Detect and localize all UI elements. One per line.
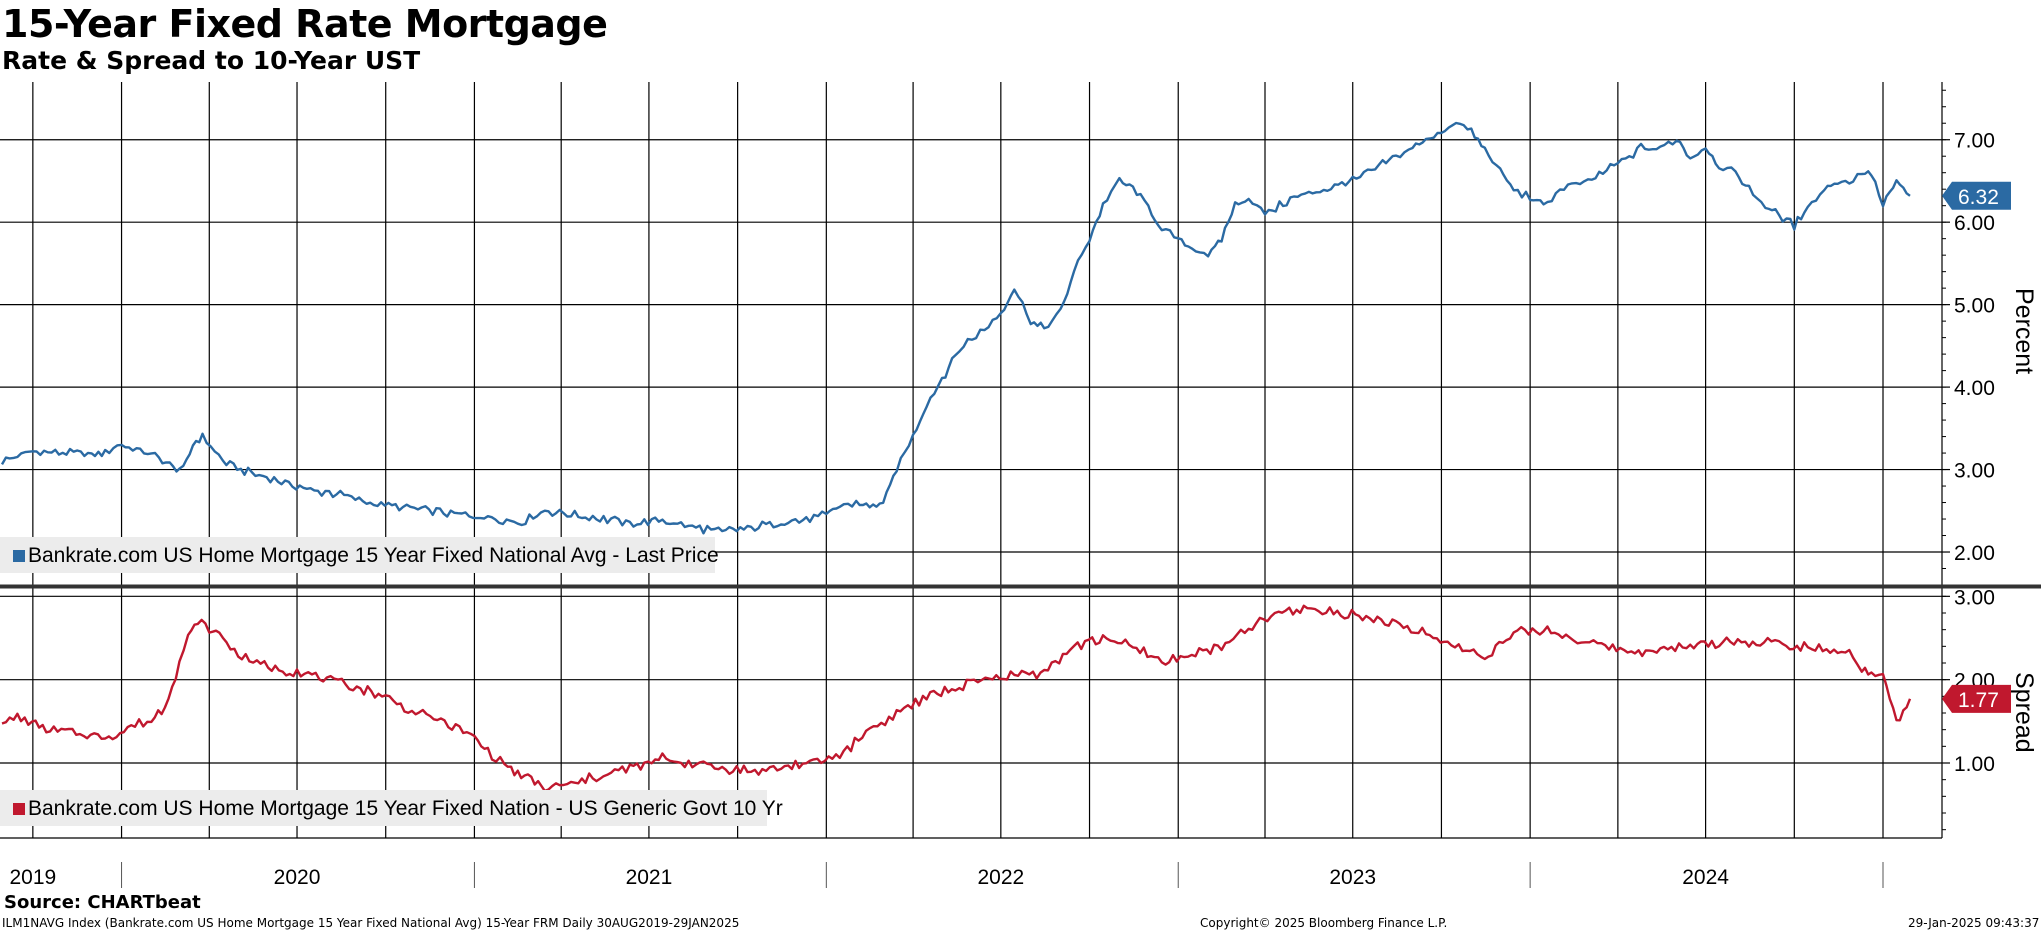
- y-tick-label: 1.00: [1954, 753, 1995, 776]
- x-tick-label: 2023: [1329, 866, 1376, 889]
- y-tick-label: 2.00: [1954, 542, 1995, 565]
- y-tick-label: 3.00: [1954, 586, 1995, 609]
- y-tick-label: 3.00: [1954, 460, 1995, 483]
- legend-box: [0, 790, 767, 826]
- footer-timestamp: 29-Jan-2025 09:43:37: [1908, 916, 2040, 930]
- x-tick-label: 2021: [626, 866, 673, 889]
- footer-index-info: ILM1NAVG Index (Bankrate.com US Home Mor…: [2, 916, 740, 930]
- legend-swatch: [13, 803, 25, 815]
- x-tick-label: 2022: [977, 866, 1024, 889]
- chart-subtitle: Rate & Spread to 10-Year UST: [2, 46, 421, 75]
- y-tick-label: 5.00: [1954, 295, 1995, 318]
- chart-title: 15-Year Fixed Rate Mortgage: [2, 2, 608, 46]
- legend-box: [0, 537, 715, 573]
- grid-layer: [0, 82, 1950, 838]
- series-layer: [0, 121, 1912, 793]
- y-axis-label-percent: Percent: [2010, 288, 2038, 374]
- series-line-mortgage-rate: [0, 121, 1911, 535]
- y-tick-labels: 2.003.004.005.006.007.001.002.003.00: [1954, 130, 1995, 776]
- legend-label: Bankrate.com US Home Mortgage 15 Year Fi…: [28, 544, 719, 567]
- last-value-layer: 6.32 1.77: [1942, 181, 2011, 713]
- x-tick-labels: 2019 2020 2021 2022 2023 2024: [9, 862, 1884, 889]
- y-tick-label: 7.00: [1954, 130, 1995, 153]
- source-note: Source: CHARTbeat: [4, 892, 201, 913]
- x-tick-label: 2024: [1682, 866, 1729, 889]
- legend-layer: Bankrate.com US Home Mortgage 15 Year Fi…: [0, 537, 783, 826]
- series-line-spread: [1, 604, 1912, 793]
- panel-divider: [0, 584, 2041, 839]
- last-value-tag: [1942, 684, 2011, 713]
- y-tick-label: 4.00: [1954, 377, 1995, 400]
- last-value-label: 6.32: [1958, 186, 1999, 209]
- legend-swatch: [13, 550, 25, 562]
- last-value-label: 1.77: [1958, 689, 1999, 712]
- last-value-tag: [1942, 181, 2011, 210]
- footer-copyright: Copyright© 2025 Bloomberg Finance L.P.: [1200, 916, 1448, 930]
- y-axis-label-spread: Spread: [2010, 672, 2038, 753]
- x-tick-label: 2019: [9, 866, 56, 889]
- legend-label: Bankrate.com US Home Mortgage 15 Year Fi…: [28, 797, 783, 820]
- y-tick-label: 6.00: [1954, 212, 1995, 235]
- x-tick-label: 2020: [274, 866, 321, 889]
